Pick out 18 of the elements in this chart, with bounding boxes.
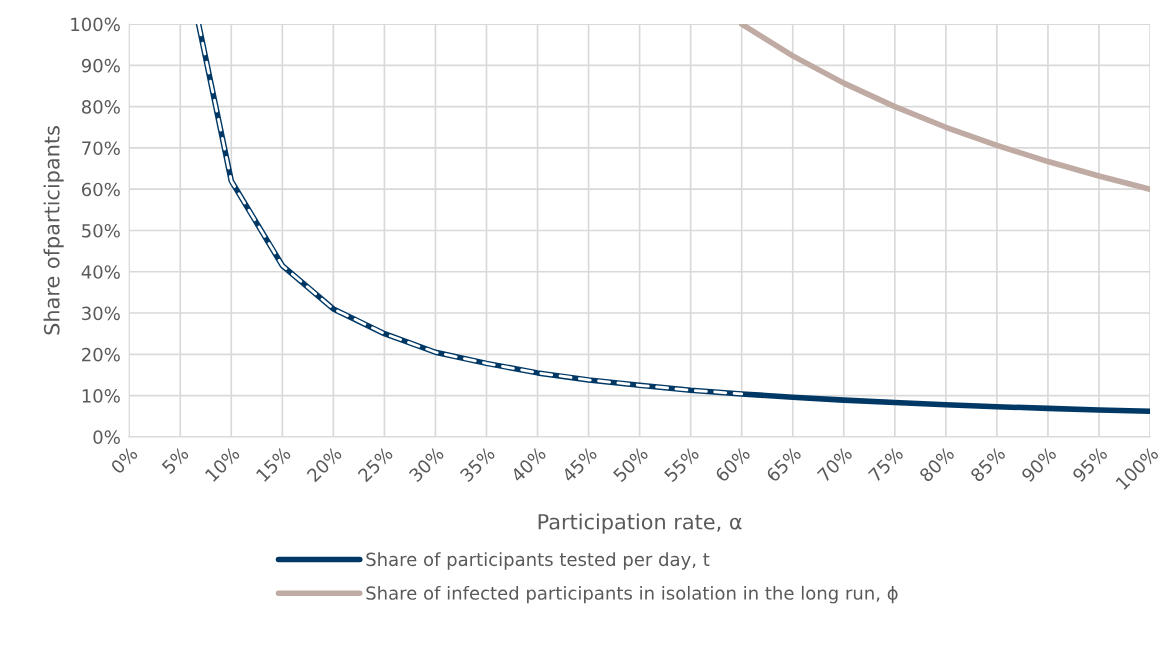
y-tick-label: 10% bbox=[82, 389, 120, 403]
x-tick-label: 5% bbox=[161, 446, 190, 475]
x-tick-label: 0% bbox=[110, 446, 139, 475]
y-tick-label: 20% bbox=[82, 347, 120, 362]
x-axis-title: Participation rate, α bbox=[538, 513, 742, 534]
y-tick-label: 50% bbox=[82, 223, 120, 238]
line-series bbox=[197, 24, 744, 396]
y-tick-label: 60% bbox=[82, 182, 120, 197]
y-tick-label: 40% bbox=[81, 265, 120, 279]
y-tick-label: 30% bbox=[82, 306, 120, 321]
y-tick-label: 90% bbox=[81, 58, 120, 73]
y-tick-label: 0% bbox=[93, 430, 120, 444]
y-tick-label: 70% bbox=[82, 141, 120, 156]
y-axis-title: Share ofparticipants bbox=[43, 126, 64, 335]
legend-label: Share of participants tested per day, t bbox=[366, 552, 710, 570]
legend-label: Share of infected participants in isolation in the long run, ϕ bbox=[366, 585, 898, 604]
y-tick-label: 80% bbox=[81, 100, 120, 114]
y-tick-label: 100% bbox=[71, 17, 120, 32]
